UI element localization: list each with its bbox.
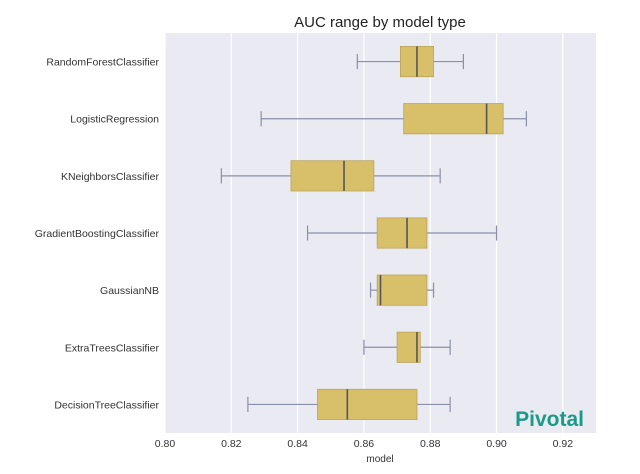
pivotal-logo: Pivotal — [515, 408, 584, 431]
category-label: ExtraTreesClassifier — [65, 342, 160, 354]
x-tick-label: 0.92 — [553, 438, 574, 450]
box-LogisticRegression — [260, 103, 527, 135]
category-label: LogisticRegression — [70, 114, 159, 126]
x-tick-label: 0.84 — [287, 438, 308, 450]
box-GradientBoostingClassifier — [306, 217, 498, 249]
x-tick-label: 0.82 — [221, 438, 242, 450]
category-label: RandomForestClassifier — [46, 57, 159, 69]
iqr-box — [403, 103, 504, 135]
chart-title: AUC range by model type — [294, 14, 466, 31]
box-DecisionTreeClassifier — [247, 388, 451, 420]
x-tick-label: 0.86 — [354, 438, 375, 450]
iqr-box — [317, 388, 418, 420]
category-label: GaussianNB — [100, 285, 159, 297]
category-label: DecisionTreeClassifier — [54, 399, 159, 411]
box-KNeighborsClassifier — [220, 160, 441, 192]
x-axis-title: model — [366, 454, 393, 465]
iqr-box — [396, 331, 421, 363]
box-RandomForestClassifier — [356, 46, 464, 78]
category-label: KNeighborsClassifier — [61, 171, 160, 183]
x-tick-label: 0.90 — [486, 438, 507, 450]
x-tick-label: 0.88 — [420, 438, 441, 450]
x-tick-labels: 0.80 0.82 0.84 0.86 0.88 0.90 0.92 — [155, 438, 573, 450]
x-tick-label: 0.80 — [155, 438, 176, 450]
category-labels: RandomForestClassifier LogisticRegression… — [35, 57, 160, 412]
iqr-box — [376, 217, 428, 249]
box-ExtraTreesClassifier — [363, 331, 451, 363]
boxes — [220, 46, 527, 420]
iqr-box — [376, 274, 428, 306]
category-label: GradientBoostingClassifier — [35, 228, 160, 240]
box-GaussianNB — [369, 274, 435, 306]
iqr-box — [290, 160, 375, 192]
